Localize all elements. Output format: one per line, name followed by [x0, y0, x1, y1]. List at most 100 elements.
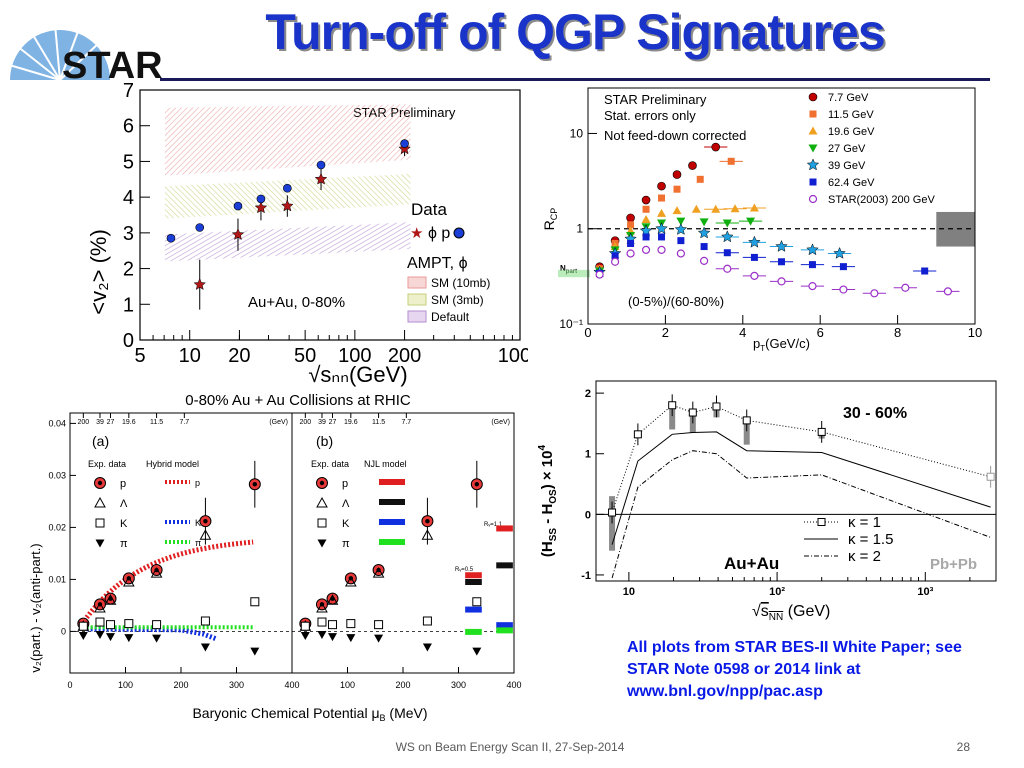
delta-v2-point-K: [422, 616, 432, 626]
delta-v2-top-tick-label: 7.7: [401, 419, 411, 426]
v2-plot-frame: [139, 89, 521, 341]
v2-x-tick-label: 200: [388, 345, 421, 367]
correlator-legend: κ = 1κ = 1.5κ = 2: [804, 514, 893, 565]
delta-v2-top-tick-label: 19.6: [122, 419, 136, 426]
rcp-point: [748, 235, 761, 248]
logo-burst-icon: [5, 23, 110, 81]
njl-model-bar: [496, 622, 513, 629]
delta-v2-point-p-dot: [425, 518, 430, 524]
v2-y-tick-label: 0: [123, 330, 134, 352]
rcp-point: [688, 161, 697, 170]
rcp-point: [657, 208, 667, 217]
correlator-curve-2: [611, 450, 991, 579]
delta-v2-top-tick-label: 7.7: [179, 419, 189, 426]
delta-v2-legend-marker: [316, 496, 328, 508]
correlator-point: [712, 402, 721, 411]
delta-v2-point-π: [124, 634, 134, 643]
njl-model-bar: [465, 606, 482, 613]
rcp-point: [700, 243, 708, 251]
rcp-point: [711, 204, 721, 213]
correlator-syst-bar: [743, 420, 750, 445]
njl-model-bar: [496, 525, 513, 532]
panel-a-label: (a): [92, 433, 109, 449]
njl-legend-swatch: [379, 519, 405, 525]
legend-model-title-b: NJL model: [364, 459, 407, 469]
delta-v2-top-tick-label: 39: [96, 419, 104, 426]
delta-v2-x-tick-label: 300: [451, 680, 466, 690]
correlator-pbpb-label: Pb+Pb: [930, 556, 977, 573]
delta-v2-point-K: [124, 619, 134, 629]
delta-v2-point-K: [200, 616, 210, 626]
correlator-legend-label: κ = 2: [848, 548, 881, 565]
delta-v2-legend-marker-dot: [97, 480, 103, 486]
correlator-y-tick-label: 0: [585, 509, 591, 521]
delta-v2-point-K: [152, 620, 162, 630]
delta-v2-point-K: [106, 620, 116, 630]
njl-model-bar: [496, 627, 513, 634]
v2-y-tick-label: 1: [123, 294, 134, 316]
source-note: All plots from STAR BES-II White Paper; …: [627, 639, 962, 700]
delta-v2-legend-marker-dot: [319, 480, 325, 486]
correlator-y-label: (HSS - HOS) × 104: [538, 444, 559, 557]
rcp-annotation-0: STAR Preliminary: [604, 92, 707, 107]
delta-v2-legend-marker: [317, 518, 327, 528]
v2-legend-swatch-10mb: [407, 276, 427, 289]
delta-v2-y-tick-label: 0.03: [48, 470, 66, 480]
legend-exp-title-a: Exp. data: [88, 459, 126, 469]
phi-point: [231, 227, 245, 241]
v2-legend-swatch-3mb: [407, 293, 427, 306]
rcp-x-tick-label: 0: [584, 325, 591, 340]
delta-v2-x-tick-label: 400: [506, 680, 521, 690]
rcp-point: [806, 243, 819, 256]
correlator-syst-bar: [669, 405, 676, 430]
slide-title: Turn-off of QGP Signatures: [265, 4, 885, 60]
correlator-y-tick-label: 1: [585, 449, 591, 461]
rcp-centrality-label: (0-5%)/(60-80%): [628, 294, 724, 309]
rcp-point: [641, 245, 651, 254]
legend-model-title-a: Hybrid model: [146, 459, 199, 469]
hybrid-kaon-curve: [86, 626, 218, 642]
v2-legend-band-2: Default: [431, 310, 470, 324]
v2-y-tick-label: 5: [123, 151, 134, 173]
rcp-point: [626, 249, 635, 258]
rcp-point: [833, 246, 846, 259]
delta-v2-point-K: [250, 597, 260, 607]
delta-v2-y-tick-label: 0.02: [48, 522, 66, 532]
v2-energy-panel: <v₂> (%) √sₙₙ(GeV) STAR Preliminary Au+A…: [86, 80, 542, 387]
correlator-x-label: √sNN (GeV): [752, 603, 830, 623]
delta-v2-point-K: [300, 621, 310, 631]
rcp-legend-marker: [808, 144, 818, 153]
correlator-y-tick-label: -1: [581, 570, 591, 582]
rcp-point: [699, 218, 709, 227]
rcp-legend-label: 19.6 GeV: [828, 126, 875, 138]
rcp-point: [657, 245, 666, 254]
v2-y-label: <v₂> (%): [88, 229, 111, 315]
delta-v2-top-tick-label: 11.5: [150, 419, 163, 426]
v2-x-tick-label: 10: [179, 345, 201, 367]
correlator-point: [688, 408, 697, 417]
rcp-point: [672, 206, 682, 215]
delta-v2-legend-marker: [94, 496, 106, 508]
rcp-point: [808, 261, 816, 269]
footer-text: WS on Beam Energy Scan II, 27-Sep-2014: [395, 740, 625, 754]
delta-v2-point-Λ: [150, 567, 163, 578]
hybrid-legend-label: p: [195, 478, 200, 488]
delta-v2-point-π: [95, 631, 105, 640]
correlator-y-tick-label: 2: [585, 388, 591, 400]
rcp-point: [921, 267, 929, 275]
delta-v2-point-Λ: [326, 594, 339, 605]
delta-v2-legend-marker: [317, 539, 327, 548]
rcp-point: [696, 175, 704, 183]
rcp-x-tick-label: 6: [817, 325, 824, 340]
rcp-point: [700, 256, 709, 265]
delta-v2-top-tick-label: 27: [329, 419, 337, 426]
rcp-legend-label: 7.7 GeV: [828, 92, 869, 104]
rcp-point: [839, 263, 847, 271]
phi-point: [280, 199, 294, 212]
delta-v2-point-π: [200, 643, 210, 652]
v2-legend-marker-star-icon: ★: [410, 225, 423, 242]
njl-legend-swatch: [379, 479, 405, 485]
rcp-point: [673, 185, 681, 193]
phi-point: [314, 172, 328, 185]
